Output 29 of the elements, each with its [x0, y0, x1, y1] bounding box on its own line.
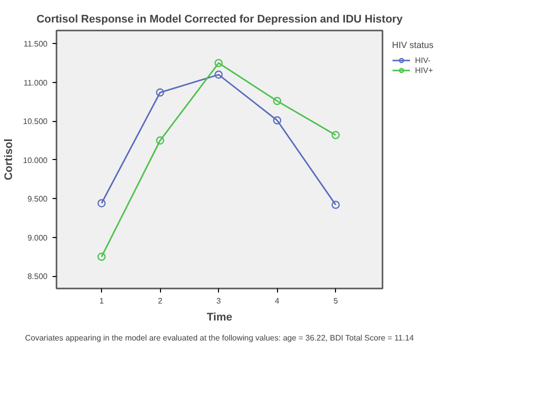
x-axis-title: Time — [206, 312, 232, 324]
point — [214, 70, 223, 79]
point — [273, 96, 282, 106]
point — [332, 131, 340, 140]
point — [97, 199, 106, 208]
y-axis-title: Cortisol — [3, 138, 16, 180]
y-tick-label: 10.500 — [23, 117, 48, 126]
point — [97, 252, 106, 261]
legend-label: HIV+ — [415, 65, 434, 75]
x-tick-label: 2 — [158, 296, 163, 306]
point — [156, 88, 164, 97]
point — [156, 136, 164, 145]
x-tick-label: 5 — [333, 296, 338, 306]
x-tick-label: 1 — [99, 296, 104, 306]
y-tick-label: 8.500 — [27, 272, 48, 282]
y-tick-label: 9.500 — [27, 194, 48, 204]
point — [332, 200, 340, 209]
legend-label: HIV- — [415, 55, 432, 65]
y-tick-label: 9.000 — [27, 233, 48, 242]
text: Covariates appearing in the model are evaluated at the following values: age = 36.22, BDI Total Score = 11.14 — [25, 334, 414, 342]
y-tick-label: 10.000 — [23, 156, 48, 165]
point — [273, 116, 282, 124]
y-tick-label: 11.000 — [24, 78, 48, 88]
y-tick-label: 11.500 — [24, 40, 48, 49]
x-tick-label: 3 — [216, 296, 222, 306]
chart-title: Cortisol Response in Model Corrected for Depression and IDU History — [36, 14, 404, 26]
legend-title: HIV status — [392, 40, 435, 50]
x-tick-label: 4 — [274, 296, 280, 306]
point — [214, 58, 223, 68]
